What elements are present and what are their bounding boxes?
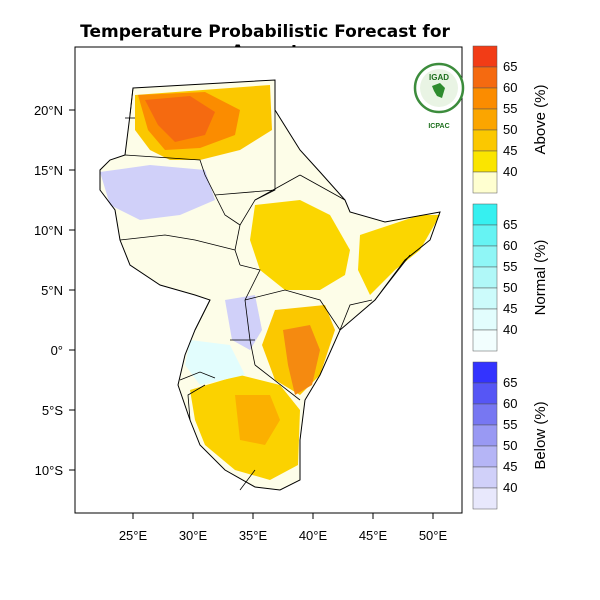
lon-label-25e: 25°E (119, 528, 148, 543)
colorbar-above-level: 40 (503, 164, 517, 179)
colorbar-below-level: 65 (503, 375, 517, 390)
colorbar-normal-swatch (472, 266, 498, 289)
lon-label-40e: 40°E (299, 528, 328, 543)
shade-somalia-above (358, 215, 440, 295)
lat-label-20n: 20°N (34, 103, 63, 118)
colorbar-below-swatch (472, 424, 498, 447)
colorbars: 65 60 55 50 45 40 Above (%) 65 60 55 50 45 40 Normal … (472, 45, 549, 510)
colorbar-above-level: 50 (503, 122, 517, 137)
colorbar-above-swatch (472, 66, 498, 89)
colorbar-above-swatch (472, 87, 498, 110)
colorbar-above-level: 55 (503, 101, 517, 116)
country-borders (99, 79, 441, 491)
colorbar-above-title: Above (%) (532, 84, 549, 154)
colorbar-normal-swatch (472, 287, 498, 310)
colorbar-below-swatch (472, 403, 498, 426)
colorbar-below: 65 60 55 50 45 40 Below (%) (472, 361, 549, 510)
lat-label-0: 0° (51, 343, 63, 358)
colorbar-below-swatch (472, 466, 498, 489)
colorbar-normal-level: 40 (503, 322, 517, 337)
colorbar-below-title: Below (%) (532, 401, 549, 469)
lon-label-35e: 35°E (239, 528, 268, 543)
logo-text-bottom: ICPAC (428, 123, 449, 130)
colorbar-above-level: 45 (503, 143, 517, 158)
colorbar-normal-level: 45 (503, 301, 517, 316)
lat-label-5s: 5°S (42, 403, 63, 418)
colorbar-normal-level: 65 (503, 217, 517, 232)
igad-icpac-logo: IGAD ICPAC (413, 62, 465, 130)
lon-label-50e: 50°E (419, 528, 448, 543)
colorbar-above: 65 60 55 50 45 40 Above (%) (472, 45, 549, 194)
lon-tick-labels: 25°E 30°E 35°E 40°E 45°E 50°E (119, 528, 448, 543)
colorbar-above-swatch (472, 150, 498, 173)
colorbar-normal-swatch (472, 203, 498, 226)
colorbar-above-swatch (472, 171, 498, 194)
colorbar-normal-swatch (472, 224, 498, 247)
colorbar-below-swatch (472, 361, 498, 384)
colorbar-below-swatch (472, 382, 498, 405)
colorbar-above-level: 65 (503, 59, 517, 74)
lat-label-10s: 10°S (35, 463, 64, 478)
colorbar-below-level: 40 (503, 480, 517, 495)
colorbar-normal-level: 60 (503, 238, 517, 253)
colorbar-below-swatch (472, 445, 498, 468)
africa-icon (432, 83, 445, 98)
colorbar-below-level: 60 (503, 396, 517, 411)
shade-ethiopia-above (250, 200, 350, 290)
shade-central-normal (185, 340, 245, 385)
shade-tanzania-above-mid (235, 395, 280, 445)
colorbar-normal-level: 55 (503, 259, 517, 274)
colorbar-above-swatch (472, 45, 498, 68)
shade-north-above-60 (145, 96, 215, 142)
colorbar-above-swatch (472, 108, 498, 131)
colorbar-normal-swatch (472, 329, 498, 352)
colorbar-above-swatch (472, 129, 498, 152)
colorbar-normal-swatch (472, 308, 498, 331)
colorbar-below-level: 55 (503, 417, 517, 432)
colorbar-below-swatch (472, 487, 498, 510)
lat-ticks (69, 109, 75, 471)
colorbar-below-level: 45 (503, 459, 517, 474)
colorbar-normal: 65 60 55 50 45 40 Normal (%) (472, 203, 549, 352)
lat-label-15n: 15°N (34, 163, 63, 178)
shade-kenya-above-high (283, 325, 320, 395)
lon-label-45e: 45°E (359, 528, 388, 543)
colorbar-below-level: 50 (503, 438, 517, 453)
shade-central-below (225, 295, 262, 350)
shade-west-below (100, 165, 215, 220)
logo-text-top: IGAD (429, 73, 449, 82)
forecast-shading (100, 80, 440, 490)
lat-tick-labels: 20°N 15°N 10°N 5°N 0° 5°S 10°S (34, 103, 63, 478)
colorbar-above-level: 60 (503, 80, 517, 95)
colorbar-normal-swatch (472, 245, 498, 268)
lat-label-5n: 5°N (41, 283, 63, 298)
lon-label-30e: 30°E (179, 528, 208, 543)
lat-label-10n: 10°N (34, 223, 63, 238)
lon-ticks (132, 513, 434, 519)
colorbar-normal-level: 50 (503, 280, 517, 295)
colorbar-normal-title: Normal (%) (532, 240, 549, 316)
